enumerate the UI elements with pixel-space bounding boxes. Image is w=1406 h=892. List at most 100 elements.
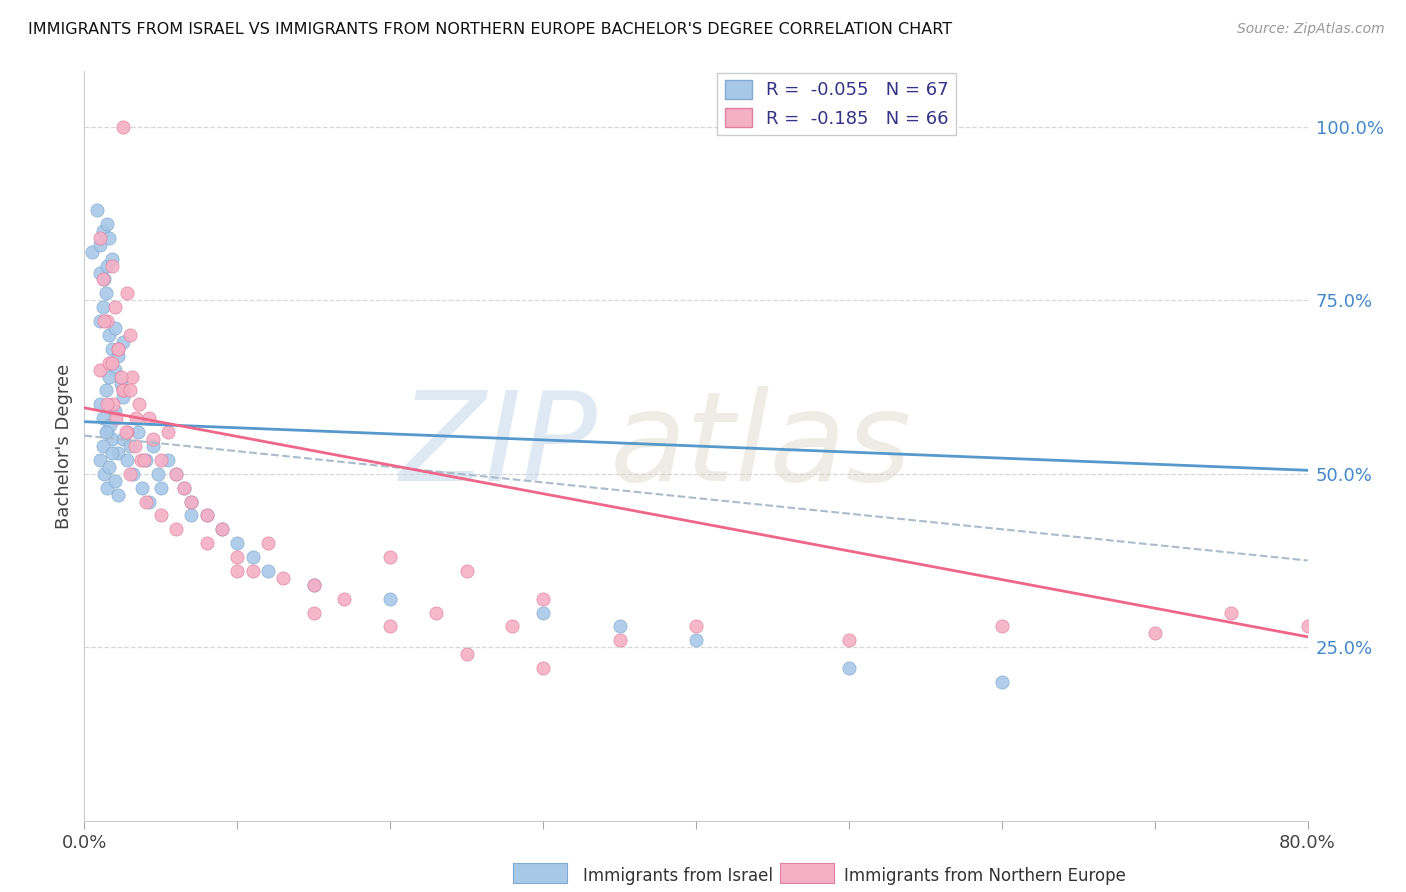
Point	[89, 362, 111, 376]
Point	[89, 266, 111, 280]
Point	[302, 578, 325, 592]
Point	[97, 356, 120, 370]
Point	[89, 453, 111, 467]
Point	[131, 481, 153, 495]
Point	[89, 314, 111, 328]
Point	[226, 564, 249, 578]
Point	[104, 404, 127, 418]
Point	[991, 674, 1014, 689]
Point	[257, 536, 280, 550]
Point	[165, 467, 187, 481]
Point	[80, 244, 103, 259]
Point	[89, 397, 111, 411]
Point	[302, 578, 325, 592]
Point	[380, 591, 402, 606]
Point	[456, 564, 478, 578]
Point	[531, 606, 554, 620]
Point	[96, 314, 118, 328]
Point	[132, 453, 155, 467]
Point	[157, 453, 180, 467]
Point	[271, 571, 294, 585]
Point	[165, 522, 187, 536]
Point	[96, 259, 118, 273]
Point	[502, 619, 524, 633]
Point	[104, 300, 127, 314]
Text: Source: ZipAtlas.com: Source: ZipAtlas.com	[1237, 22, 1385, 37]
Point	[93, 314, 115, 328]
Point	[128, 397, 150, 411]
Text: Immigrants from Israel: Immigrants from Israel	[583, 867, 773, 885]
Point	[838, 661, 860, 675]
Point	[93, 272, 115, 286]
Point	[146, 467, 169, 481]
Text: Immigrants from Northern Europe: Immigrants from Northern Europe	[844, 867, 1125, 885]
Point	[609, 619, 631, 633]
Point	[91, 300, 114, 314]
Point	[107, 487, 129, 501]
Point	[173, 481, 195, 495]
Point	[195, 508, 218, 523]
Point	[104, 321, 127, 335]
Text: IMMIGRANTS FROM ISRAEL VS IMMIGRANTS FROM NORTHERN EUROPE BACHELOR'S DEGREE CORR: IMMIGRANTS FROM ISRAEL VS IMMIGRANTS FRO…	[28, 22, 952, 37]
Point	[1220, 606, 1243, 620]
Point	[121, 369, 143, 384]
Point	[110, 376, 132, 391]
Point	[149, 508, 172, 523]
Point	[111, 120, 134, 134]
Point	[111, 384, 134, 398]
Point	[115, 286, 138, 301]
Point	[107, 349, 129, 363]
Point	[125, 411, 148, 425]
Point	[138, 411, 160, 425]
Point	[120, 439, 142, 453]
Point	[380, 619, 402, 633]
Point	[211, 522, 233, 536]
Point	[142, 432, 165, 446]
Y-axis label: Bachelor's Degree: Bachelor's Degree	[55, 363, 73, 529]
Point	[211, 522, 233, 536]
Point	[127, 425, 149, 439]
Point	[149, 481, 172, 495]
Point	[226, 536, 249, 550]
Point	[104, 362, 127, 376]
Point	[138, 494, 160, 508]
Point	[104, 474, 127, 488]
Point	[110, 369, 132, 384]
Point	[114, 425, 136, 439]
Point	[195, 536, 218, 550]
Point	[120, 328, 142, 343]
Point	[531, 661, 554, 675]
Point	[105, 411, 128, 425]
Point	[609, 633, 631, 648]
Point	[101, 356, 124, 370]
Point	[111, 334, 134, 349]
Point	[333, 591, 356, 606]
Point	[101, 446, 124, 460]
Point	[91, 224, 114, 238]
Point	[94, 286, 117, 301]
Point	[96, 481, 118, 495]
Point	[135, 494, 157, 508]
Point	[242, 549, 264, 564]
Point	[157, 425, 180, 439]
Point	[91, 411, 114, 425]
Point	[173, 481, 195, 495]
Text: ZIP: ZIP	[401, 385, 598, 507]
Legend: R =  -0.055   N = 67, R =  -0.185   N = 66: R = -0.055 N = 67, R = -0.185 N = 66	[717, 73, 956, 135]
Point	[226, 549, 249, 564]
Point	[101, 432, 124, 446]
Point	[1296, 619, 1319, 633]
Point	[124, 439, 146, 453]
Point	[96, 397, 118, 411]
Point	[165, 467, 187, 481]
Point	[94, 384, 117, 398]
Point	[97, 459, 120, 474]
Point	[129, 453, 152, 467]
Point	[180, 508, 202, 523]
Point	[531, 591, 554, 606]
Point	[101, 259, 124, 273]
Point	[991, 619, 1014, 633]
Point	[242, 564, 264, 578]
Point	[91, 439, 114, 453]
Text: atlas: atlas	[610, 385, 912, 507]
